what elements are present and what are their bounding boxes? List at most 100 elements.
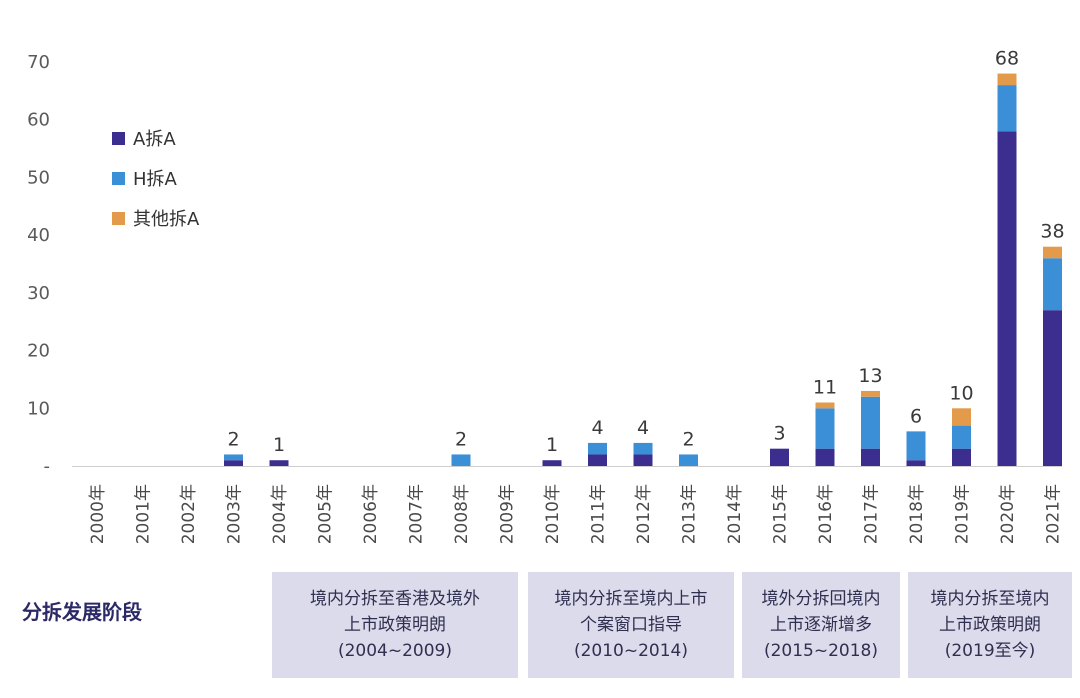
stage-box-2015-2018: 境外分拆回境内 上市逐渐增多 (2015~2018) — [742, 572, 900, 678]
bar-total-label: 1 — [546, 434, 558, 456]
bar-total-label: 68 — [995, 48, 1019, 70]
bar-segment-2 — [1043, 246, 1062, 259]
stage-2-line-2: 个案窗口指导 — [580, 615, 682, 635]
x-tick-label: 2013年 — [680, 484, 700, 544]
y-tick-label: 40 — [27, 225, 50, 246]
stage-1-line-1: 境内分拆至香港及境外 — [310, 589, 480, 609]
stage-box-2010-2014: 境内分拆至境内上市 个案窗口指导 (2010~2014) — [528, 572, 734, 678]
x-tick-label: 2005年 — [316, 484, 336, 544]
legend-item-h: H拆A — [112, 158, 199, 198]
y-tick-label: 60 — [27, 110, 50, 131]
stage-2-line-1: 境内分拆至境内上市 — [554, 589, 708, 609]
legend-label-a: A拆A — [133, 129, 176, 150]
bar-segment-0 — [269, 460, 289, 466]
stage-4-line-1: 境内分拆至境内 — [930, 589, 1050, 609]
bar-segment-1 — [224, 454, 243, 461]
x-tick-label: 2008年 — [452, 484, 472, 544]
x-tick-label: 2003年 — [225, 484, 245, 544]
x-tick-label: 2020年 — [998, 484, 1018, 544]
x-tick-label: 2014年 — [725, 484, 745, 544]
bar-segment-2 — [815, 402, 835, 409]
bar-segment-1 — [633, 442, 653, 455]
legend-swatch-a — [112, 131, 125, 145]
bar-segment-0 — [770, 448, 789, 466]
stage-2-line-3: (2010~2014) — [573, 641, 689, 661]
bar-segment-1 — [679, 454, 698, 466]
x-tick-label: 2017年 — [862, 484, 882, 544]
legend-swatch-h — [112, 171, 125, 185]
bar-segment-1 — [588, 442, 607, 455]
bar-total-label: 13 — [858, 365, 882, 387]
stage-box-2019-now: 境内分拆至境内 上市政策明朗 (2019至今) — [908, 572, 1072, 678]
bar-segment-1 — [861, 396, 880, 449]
bar-total-label: 2 — [455, 428, 467, 450]
x-tick-label: 2001年 — [134, 484, 154, 544]
bar-segment-1 — [451, 454, 471, 466]
bar-segment-2 — [952, 408, 971, 426]
bar-segment-0 — [1043, 310, 1062, 466]
stage-section-title: 分拆发展阶段 — [22, 600, 142, 624]
stage-3-line-1: 境外分拆回境内 — [761, 589, 881, 609]
bar-segment-0 — [906, 460, 926, 466]
bar-segment-1 — [906, 431, 926, 461]
bar-segment-0 — [861, 448, 880, 466]
bar-segment-2 — [861, 390, 880, 397]
x-tick-label: 2016年 — [816, 484, 836, 544]
bar-total-label: 2 — [682, 428, 694, 450]
x-tick-label: 2004年 — [270, 484, 290, 544]
stacked-bar-chart: - 10 20 30 40 50 60 70 2000年 2001年 2002年 2 2003年 1 200… — [27, 48, 1065, 545]
bar-total-label: 11 — [813, 377, 837, 399]
x-tick-label: 2015年 — [771, 484, 791, 544]
x-tick-label: 2006年 — [361, 484, 381, 544]
x-tick-label: 2018年 — [907, 484, 927, 544]
x-tick-label: 2021年 — [1044, 484, 1064, 544]
legend-item-a: A拆A — [112, 118, 199, 158]
y-tick-label: - — [44, 456, 51, 477]
x-tick-label: 2012年 — [634, 484, 654, 544]
legend-item-other: 其他拆A — [112, 198, 199, 238]
bar-segment-0 — [952, 448, 971, 466]
y-tick-label: 50 — [27, 167, 50, 188]
x-tick-label: 2007年 — [407, 484, 427, 544]
bar-total-label: 1 — [273, 434, 285, 456]
bar-total-label: 3 — [773, 423, 785, 445]
chart-legend: A拆A H拆A 其他拆A — [112, 118, 199, 238]
bar-segment-0 — [815, 448, 835, 466]
x-tick-label: 2009年 — [498, 484, 518, 544]
stage-1-line-2: 上市政策明朗 — [344, 615, 446, 635]
bar-segment-1 — [952, 425, 971, 449]
legend-label-h: H拆A — [133, 169, 177, 190]
stage-3-line-2: 上市逐渐增多 — [770, 615, 872, 635]
y-tick-label: 70 — [27, 52, 50, 73]
y-tick-label: 30 — [27, 283, 50, 304]
legend-label-other: 其他拆A — [133, 209, 200, 230]
bar-segment-0 — [997, 131, 1017, 466]
x-tick-label: 2000年 — [88, 484, 108, 544]
stage-1-line-3: (2004~2009) — [337, 641, 453, 661]
bar-segment-1 — [997, 85, 1017, 132]
stage-4-line-2: 上市政策明朗 — [939, 615, 1041, 635]
bar-segment-0 — [542, 460, 562, 466]
bar-total-label: 2 — [227, 428, 239, 450]
bar-total-label: 4 — [591, 417, 603, 439]
bar-total-label: 6 — [910, 405, 922, 427]
x-tick-label: 2002年 — [179, 484, 199, 544]
stage-4-line-3: (2019至今) — [944, 641, 1036, 661]
x-tick-label: 2019年 — [953, 484, 973, 544]
x-tick-label: 2011年 — [589, 484, 609, 544]
y-tick-label: 20 — [27, 341, 50, 362]
legend-swatch-other — [112, 211, 125, 225]
stage-box-2004-2009: 境内分拆至香港及境外 上市政策明朗 (2004~2009) — [272, 572, 518, 678]
bar-segment-0 — [633, 454, 653, 466]
y-tick-label: 10 — [27, 398, 50, 419]
bar-segment-0 — [224, 460, 243, 466]
x-tick-label: 2010年 — [543, 484, 563, 544]
bar-segment-0 — [588, 454, 607, 466]
bar-segment-1 — [815, 408, 835, 449]
bar-total-label: 38 — [1040, 221, 1064, 243]
bar-segment-1 — [1043, 258, 1062, 311]
stage-3-line-3: (2015~2018) — [763, 641, 879, 661]
bar-total-label: 4 — [637, 417, 649, 439]
bar-segment-2 — [997, 73, 1017, 86]
bar-total-label: 10 — [949, 382, 973, 404]
